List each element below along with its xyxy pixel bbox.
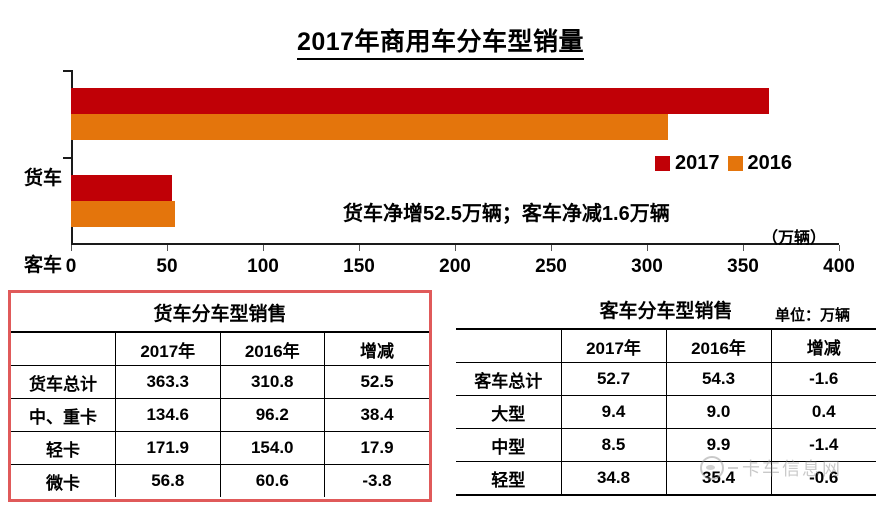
x-axis-tick-label: 200	[439, 256, 471, 277]
bus-row-2016: 54.3	[665, 362, 772, 396]
truck-header-2017: 2017年	[115, 331, 221, 366]
x-axis-tick	[263, 245, 264, 251]
chart-unit-note: （万辆）	[762, 230, 827, 247]
x-axis-tick	[71, 245, 72, 251]
truck-header-delta: 增减	[324, 331, 429, 366]
bus-table-container: 客车分车型销售 2017年 2016年 增减 客车总计 52.7 54.3 -1…	[456, 290, 876, 502]
truck-row-2017: 171.9	[115, 431, 221, 465]
bus-row-label: 轻型	[456, 461, 562, 496]
truck-row-delta: 17.9	[324, 431, 429, 465]
truck-row-label: 微卡	[11, 464, 116, 497]
bus-row-label: 大型	[456, 395, 562, 429]
truck-row-delta: 38.4	[324, 398, 429, 432]
bus-row-delta: 0.4	[770, 395, 876, 429]
truck-row-delta: 52.5	[324, 365, 429, 399]
bus-row-label: 中型	[456, 428, 562, 462]
x-axis-tick-label: 100	[247, 256, 279, 277]
y-axis-label-keche: 客车	[23, 255, 62, 276]
x-axis-tick-label: 250	[535, 256, 567, 277]
page-title: 2017年商用车分车型销量	[0, 22, 881, 60]
legend-label-2016: 2016	[747, 152, 793, 174]
table-row: 客车总计 52.7 54.3 -1.6	[456, 362, 876, 396]
bus-row-label: 客车总计	[456, 362, 562, 396]
truck-row-2017: 134.6	[115, 398, 221, 432]
truck-table-caption: 货车分车型销售	[11, 293, 429, 333]
truck-row-2016: 60.6	[219, 464, 325, 497]
y-axis-tick-top	[63, 70, 71, 72]
x-axis-tick	[743, 245, 744, 251]
table-row: 微卡 56.8 60.6 -3.8	[11, 464, 429, 497]
y-axis-label-huoche: 货车	[23, 168, 62, 189]
bus-row-delta: -0.6	[770, 461, 876, 496]
table-row: 货车总计 363.3 310.8 52.5	[11, 365, 429, 399]
truck-row-delta: -3.8	[324, 464, 429, 497]
bus-row-2017: 9.4	[560, 395, 667, 429]
table-header-row: 2017年 2016年 增减	[456, 328, 876, 363]
x-axis-tick-label: 350	[727, 256, 759, 277]
bus-row-2016: 9.0	[665, 395, 772, 429]
truck-row-2017: 363.3	[115, 365, 221, 399]
bus-header-delta: 增减	[770, 328, 876, 363]
table-caption-row: 客车分车型销售	[456, 290, 876, 330]
x-axis-tick-label: 400	[823, 256, 855, 277]
table-row: 中型 8.5 9.9 -1.4	[456, 428, 876, 462]
truck-row-label: 轻卡	[11, 431, 116, 465]
bar-truck-2017	[71, 88, 769, 114]
truck-row-2016: 96.2	[219, 398, 325, 432]
bar-chart: 货车 客车 0 50 100 150 200 250 300 350 400 2…	[0, 60, 881, 285]
bus-row-2017: 52.7	[560, 362, 667, 396]
truck-row-label: 中、重卡	[11, 398, 116, 432]
x-axis-tick-label: 150	[343, 256, 375, 277]
x-axis-tick-label: 0	[65, 256, 77, 277]
table-caption-row: 货车分车型销售	[11, 293, 429, 333]
bus-header-2016: 2016年	[665, 328, 772, 363]
bar-truck-2016	[71, 114, 668, 140]
table-header-row: 2017年 2016年 增减	[11, 331, 429, 366]
legend-item-2017: 2017	[655, 152, 720, 175]
truck-row-2016: 310.8	[219, 365, 325, 399]
truck-header-2016: 2016年	[219, 331, 325, 366]
bus-row-2017: 34.8	[560, 461, 667, 496]
x-axis-tick-label: 300	[631, 256, 663, 277]
x-axis-tick-label: 50	[156, 256, 178, 277]
bus-row-2016: 35.4	[665, 461, 772, 496]
legend-label-2017: 2017	[675, 152, 720, 174]
table-row: 轻卡 171.9 154.0 17.9	[11, 431, 429, 465]
bus-table-caption: 客车分车型销售	[456, 290, 876, 330]
legend-item-2016: 2016	[727, 152, 793, 175]
bus-table-unit: 单位：万辆	[775, 307, 851, 324]
plot-area	[71, 70, 839, 245]
bus-table: 客车分车型销售 2017年 2016年 增减 客车总计 52.7 54.3 -1…	[456, 290, 876, 496]
truck-table-container: 货车分车型销售 2017年 2016年 增减 货车总计 363.3 310.8 …	[8, 290, 432, 502]
bus-row-delta: -1.6	[770, 362, 876, 396]
x-axis-tick	[839, 245, 840, 251]
bus-row-2016: 9.9	[665, 428, 772, 462]
table-row: 中、重卡 134.6 96.2 38.4	[11, 398, 429, 432]
bus-header-blank	[456, 329, 562, 363]
bar-bus-2016	[71, 201, 175, 227]
table-row: 大型 9.4 9.0 0.4	[456, 395, 876, 429]
chart-annotation: 货车净增52.5万辆；客车净减1.6万辆	[343, 203, 670, 225]
page-title-text: 2017年商用车分车型销量	[296, 28, 585, 60]
x-axis-tick	[359, 245, 360, 251]
bus-row-delta: -1.4	[770, 428, 876, 462]
legend-swatch-2016	[727, 156, 743, 171]
chart-legend: 2017 2016	[655, 152, 792, 175]
table-row: 轻型 34.8 35.4 -0.6	[456, 461, 876, 496]
bus-row-2017: 8.5	[560, 428, 667, 462]
x-axis-tick	[647, 245, 648, 251]
x-axis-tick	[455, 245, 456, 251]
legend-swatch-2017	[655, 156, 670, 171]
truck-row-2016: 154.0	[219, 431, 325, 465]
truck-row-2017: 56.8	[115, 464, 221, 497]
x-axis-tick	[551, 245, 552, 251]
bus-header-2017: 2017年	[560, 328, 667, 363]
truck-row-label: 货车总计	[11, 365, 116, 399]
y-axis-tick-mid	[63, 157, 71, 159]
x-axis-tick	[167, 245, 168, 251]
truck-header-blank	[11, 332, 116, 366]
bar-bus-2017	[71, 175, 172, 201]
truck-table: 货车分车型销售 2017年 2016年 增减 货车总计 363.3 310.8 …	[11, 293, 429, 497]
